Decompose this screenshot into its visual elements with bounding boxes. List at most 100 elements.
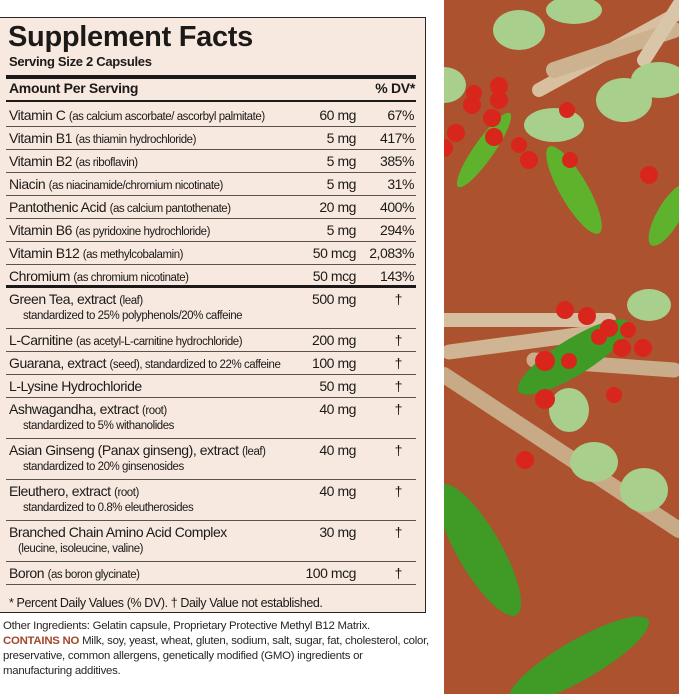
amount: 50 mcg <box>312 268 357 284</box>
daily-value: † <box>394 442 403 458</box>
table-row: Pantothenic Acid (as calcium pantothenat… <box>6 196 416 219</box>
table-row: Vitamin B6 (as pyridoxine hydrochloride)… <box>6 219 416 242</box>
nutrient-detail: standardized to 5% withanolides <box>23 420 174 432</box>
nutrient-qualifier: (as boron glycinate) <box>47 569 140 581</box>
nutrient-label: Boron <box>9 565 45 581</box>
nutrient-qualifier: (leaf) <box>119 295 143 307</box>
amount: 50 mcg <box>312 245 357 261</box>
nutrient-label: Pantothenic Acid <box>9 199 107 215</box>
supplement-facts-panel: Supplement Facts Serving Size 2 Capsules… <box>0 17 426 613</box>
daily-value: † <box>394 483 403 499</box>
amount: 50 mg <box>319 378 356 394</box>
nutrient-name: Vitamin B12 (as methylcobalamin) <box>9 245 183 261</box>
nutrient-label: Vitamin B2 <box>9 153 72 169</box>
table-row: Vitamin B2 (as riboflavin) 5 mg 385% <box>6 150 416 173</box>
daily-value: 143% <box>379 268 414 284</box>
nutrient-qualifier: (root) <box>114 487 139 499</box>
nutrient-name: Branched Chain Amino Acid Complex <box>9 524 227 540</box>
daily-value: † <box>394 401 403 417</box>
nutrient-name: Vitamin B1 (as thiamin hydrochloride) <box>9 130 196 146</box>
nutrient-name: L-Carnitine (as acetyl-L-carnitine hydro… <box>9 332 243 348</box>
nutrient-qualifier: (as niacinamide/chromium nicotinate) <box>48 180 224 192</box>
nutrient-label: L-Carnitine <box>9 332 73 348</box>
nutrient-qualifier: (as riboflavin) <box>75 157 138 169</box>
amount: 30 mg <box>319 524 356 540</box>
nutrient-qualifier: (seed), standardized to 22% caffeine <box>109 359 281 371</box>
daily-value: † <box>394 378 403 394</box>
ingredients-illustration <box>444 0 679 694</box>
amount: 40 mg <box>319 442 356 458</box>
table-row: Vitamin B1 (as thiamin hydrochloride) 5 m… <box>6 127 416 150</box>
table-header: Amount Per Serving % DV* <box>9 80 415 100</box>
nutrient-name: Niacin (as niacinamide/chromium nicotina… <box>9 176 223 192</box>
nutrient-label: Green Tea, extract <box>9 291 116 307</box>
amount: 5 mg <box>326 130 357 146</box>
table-row: Branched Chain Amino Acid Complex (leuci… <box>6 521 416 562</box>
nutrient-name: Pantothenic Acid (as calcium pantothenat… <box>9 199 231 215</box>
amount: 5 mg <box>326 153 357 169</box>
nutrient-qualifier: (as chromium nicotinate) <box>73 272 189 284</box>
nutrient-name: Vitamin C (as calcium ascorbate/ ascorby… <box>9 107 265 123</box>
daily-value: † <box>394 524 403 540</box>
nutrient-detail: standardized to 0.8% eleutherosides <box>23 502 194 514</box>
nutrient-name: Green Tea, extract (leaf) <box>9 291 143 307</box>
nutrient-label: Vitamin B12 <box>9 245 80 261</box>
nutrient-name: Eleuthero, extract (root) <box>9 483 139 499</box>
nutrient-name: Boron (as boron glycinate) <box>9 565 140 581</box>
daily-value: † <box>394 565 403 581</box>
daily-value: 417% <box>379 130 414 146</box>
nutrient-qualifier: (as calcium pantothenate) <box>109 203 232 215</box>
other-ingredients-text: Other Ingredients: Gelatin capsule, Prop… <box>3 620 370 632</box>
nutrient-qualifier: (as acetyl-L-carnitine hydrochloride) <box>75 336 243 348</box>
daily-value: 400% <box>379 199 414 215</box>
nutrient-name: Guarana, extract (seed), standardized to… <box>9 355 281 371</box>
nutrient-name: Vitamin B6 (as pyridoxine hydrochloride) <box>9 222 210 238</box>
table-row: L-Lysine Hydrochloride 50 mg † <box>6 375 416 398</box>
daily-value: † <box>394 291 403 307</box>
table-row: Eleuthero, extract (root) standardized to… <box>6 480 416 521</box>
nutrient-detail: (leucine, isoleucine, valine) <box>18 543 144 555</box>
nutrient-name: Chromium (as chromium nicotinate) <box>9 268 189 284</box>
nutrient-table: Vitamin C (as calcium ascorbate/ ascorby… <box>6 104 416 585</box>
nutrient-qualifier: (as methylcobalamin) <box>82 249 184 261</box>
table-row: Asian Ginseng (Panax ginseng), extract (… <box>6 439 416 480</box>
panel-title: Supplement Facts <box>8 21 253 53</box>
nutrient-label: Ashwagandha, extract <box>9 401 139 417</box>
amount: 60 mg <box>319 107 356 123</box>
guarana-berries <box>444 77 658 469</box>
table-row: Ashwagandha, extract (root) standardized … <box>6 398 416 439</box>
header-dv: % DV* <box>375 80 415 96</box>
nutrient-label: Eleuthero, extract <box>9 483 111 499</box>
daily-value: 31% <box>387 176 414 192</box>
table-row: Boron (as boron glycinate) 100 mcg † <box>6 562 416 585</box>
nutrient-label: Branched Chain Amino Acid Complex <box>9 524 227 540</box>
nutrient-label: Vitamin B6 <box>9 222 72 238</box>
nutrient-qualifier: (root) <box>141 405 167 417</box>
amount: 100 mcg <box>305 565 356 581</box>
nutrient-label: Vitamin B1 <box>9 130 72 146</box>
nutrient-label: L-Lysine Hydrochloride <box>9 378 142 394</box>
nutrient-label: Asian Ginseng (Panax ginseng), extract <box>9 442 239 458</box>
nutrient-detail: standardized to 25% polyphenols/20% caff… <box>23 310 243 322</box>
nutrient-name: Asian Ginseng (Panax ginseng), extract (… <box>9 442 266 458</box>
nutrient-qualifier: (as thiamin hydrochloride) <box>75 134 197 146</box>
table-row: Green Tea, extract (leaf) standardized to… <box>6 288 416 329</box>
nutrient-qualifier: (as pyridoxine hydrochloride) <box>75 226 211 238</box>
amount: 100 mg <box>312 355 356 371</box>
divider <box>6 100 416 102</box>
contains-no-statement: CONTAINS NO Milk, soy, yeast, wheat, glu… <box>3 634 433 679</box>
nutrient-name: Ashwagandha, extract (root) <box>9 401 167 417</box>
amount: 5 mg <box>326 222 357 238</box>
amount: 20 mg <box>319 199 356 215</box>
nutrient-detail: standardized to 20% ginsenosides <box>23 461 184 473</box>
nutrient-qualifier: (leaf) <box>242 446 266 458</box>
amount: 500 mg <box>312 291 356 307</box>
table-row: Vitamin C (as calcium ascorbate/ ascorby… <box>6 104 416 127</box>
daily-value: † <box>394 332 403 348</box>
daily-value: 67% <box>387 107 414 123</box>
amount: 40 mg <box>319 401 356 417</box>
nutrient-label: Chromium <box>9 268 70 284</box>
nutrient-name: L-Lysine Hydrochloride <box>9 378 142 394</box>
amount: 40 mg <box>319 483 356 499</box>
table-row: Niacin (as niacinamide/chromium nicotina… <box>6 173 416 196</box>
